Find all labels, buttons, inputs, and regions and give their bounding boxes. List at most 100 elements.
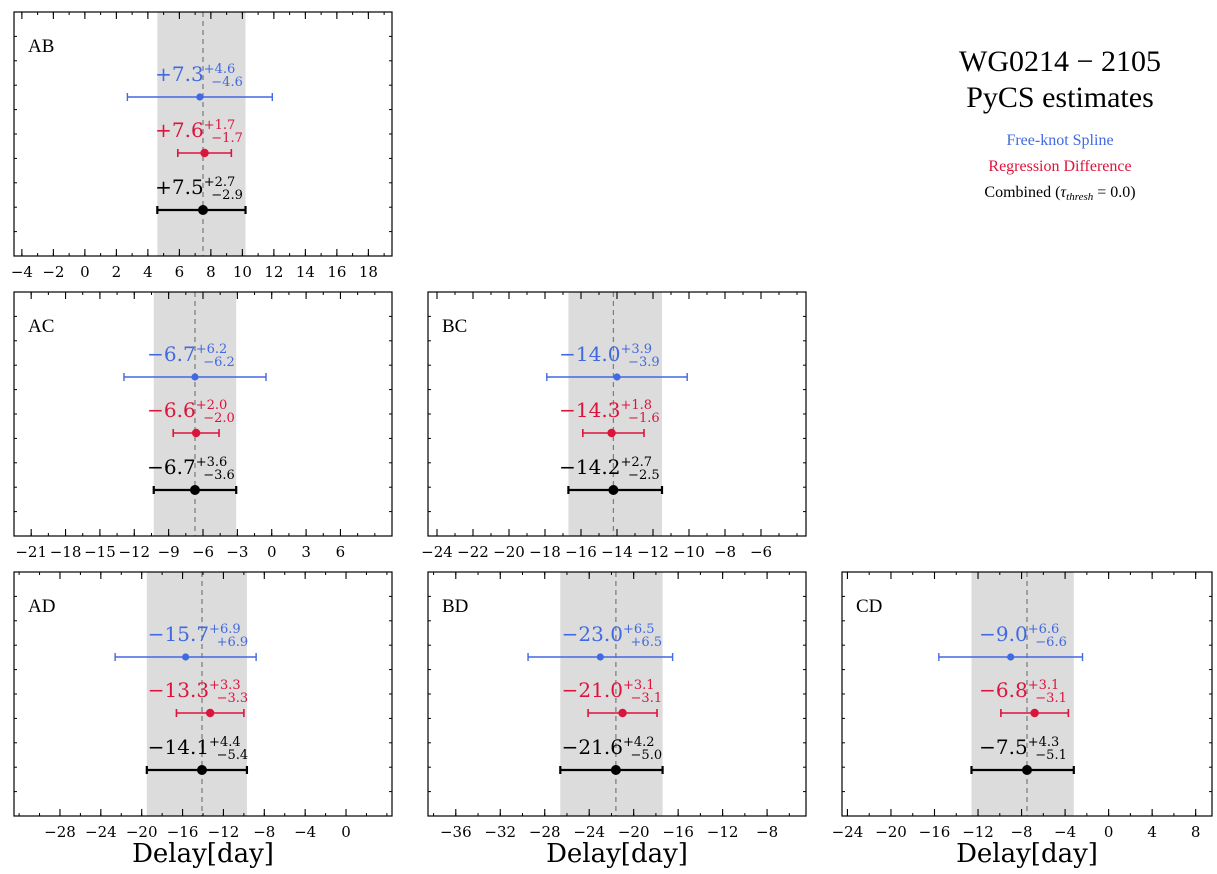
x-tick-label: −6 bbox=[750, 543, 772, 561]
x-tick-label: −28 bbox=[44, 823, 76, 841]
x-tick-label: −10 bbox=[673, 543, 705, 561]
estimate-label: −6.8+3.1 −3.1 bbox=[979, 678, 1067, 706]
panel-label: AB bbox=[28, 36, 54, 57]
estimate-point bbox=[607, 428, 616, 438]
estimate-point bbox=[1030, 708, 1039, 718]
combined-uncertainty-band bbox=[560, 572, 663, 816]
panel-label: BD bbox=[442, 596, 468, 617]
x-tick-label: −9 bbox=[158, 543, 180, 561]
estimate-point bbox=[608, 485, 619, 495]
x-tick-label: 0 bbox=[267, 543, 277, 561]
estimate-label: −21.0+3.1 −3.1 bbox=[562, 678, 662, 706]
panel-label: AC bbox=[28, 316, 54, 337]
estimate-label: −6.6+2.0 −2.0 bbox=[147, 398, 235, 426]
x-tick-label: −8 bbox=[756, 823, 778, 841]
panel-label: CD bbox=[856, 596, 882, 617]
x-tick-label: −20 bbox=[493, 543, 525, 561]
estimate-point bbox=[610, 765, 621, 775]
x-tick-label: 8 bbox=[206, 263, 216, 281]
x-tick-label: 14 bbox=[296, 263, 315, 281]
x-tick-label: −28 bbox=[529, 823, 561, 841]
x-tick-label: −20 bbox=[875, 823, 907, 841]
x-tick-label: −14 bbox=[601, 543, 633, 561]
x-tick-label: 12 bbox=[264, 263, 283, 281]
panel-bc: −24 −22 −20 −18 −16 −14 −12 −10 −8 −6 BC −14.0+3.9−… bbox=[421, 291, 807, 561]
estimate-label: −23.0+6.5 +6.5 bbox=[562, 622, 662, 650]
estimate-label: −14.3+1.8 −1.6 bbox=[559, 398, 659, 426]
x-tick-label: −24 bbox=[832, 823, 864, 841]
x-tick-label: −4 bbox=[294, 823, 316, 841]
panel-label: AD bbox=[28, 596, 55, 617]
estimate-point bbox=[205, 708, 215, 718]
x-tick-label: −15 bbox=[84, 543, 116, 561]
x-tick-label: 0 bbox=[341, 823, 351, 841]
x-tick-label: −24 bbox=[573, 823, 605, 841]
estimate-label: −21.6+4.2 −5.0 bbox=[562, 735, 662, 763]
x-tick-label: 18 bbox=[359, 263, 378, 281]
x-tick-label: −20 bbox=[126, 823, 158, 841]
panel-cd: −24 −20 −16 −12 −8 −4 0 4 8 CD −9.0+6.6 −6.6 −6.8+3.… bbox=[832, 571, 1213, 869]
x-tick-label: 4 bbox=[1147, 823, 1157, 841]
figure-title-line1: WG0214 − 2105 bbox=[959, 45, 1161, 78]
combined-uncertainty-band bbox=[971, 572, 1074, 816]
x-tick-label: −12 bbox=[707, 823, 739, 841]
x-tick-label: 2 bbox=[112, 263, 122, 281]
estimate-point bbox=[596, 653, 604, 661]
estimate-label: −14.0+3.9 −3.9 bbox=[559, 342, 659, 370]
estimate-label: −6.7+6.2 −6.2 bbox=[147, 342, 235, 370]
estimate-point bbox=[191, 373, 199, 381]
x-tick-label: −18 bbox=[50, 543, 82, 561]
legend-entry-combined: Combined (τthresh = 0.0) bbox=[984, 184, 1136, 203]
estimate-point bbox=[191, 428, 201, 438]
x-tick-label: −24 bbox=[421, 543, 453, 561]
x-tick-label: −16 bbox=[167, 823, 199, 841]
estimate-point bbox=[1022, 765, 1032, 775]
legend-entry-regression-difference: Regression Difference bbox=[988, 158, 1132, 175]
x-tick-label: −4 bbox=[11, 263, 33, 281]
estimate-point bbox=[1007, 653, 1015, 661]
x-axis-label: Delay[day] bbox=[132, 839, 274, 869]
x-tick-label: 16 bbox=[327, 263, 346, 281]
estimate-label: −15.7+6.9 +6.9 bbox=[148, 622, 248, 650]
estimate-point bbox=[182, 653, 190, 661]
x-tick-label: −16 bbox=[919, 823, 951, 841]
x-tick-label: −6 bbox=[192, 543, 214, 561]
x-tick-label: −8 bbox=[714, 543, 736, 561]
x-tick-label: −12 bbox=[208, 823, 240, 841]
estimate-point bbox=[613, 373, 621, 381]
estimate-label: −6.7+3.6 −3.6 bbox=[147, 455, 235, 483]
x-tick-label: 6 bbox=[175, 263, 185, 281]
x-axis-label: Delay[day] bbox=[546, 839, 688, 869]
estimate-point bbox=[618, 708, 627, 718]
figure-title-line2: PyCS estimates bbox=[966, 81, 1154, 114]
panel-label: BC bbox=[442, 316, 467, 337]
combined-uncertainty-band bbox=[568, 292, 662, 536]
estimate-label: −13.3+3.3 −3.3 bbox=[148, 678, 248, 706]
x-tick-label: −4 bbox=[1054, 823, 1076, 841]
estimate-label: −9.0+6.6 −6.6 bbox=[979, 622, 1067, 650]
x-tick-label: −8 bbox=[253, 823, 275, 841]
x-tick-label: −20 bbox=[618, 823, 650, 841]
x-tick-label: −12 bbox=[962, 823, 994, 841]
x-tick-label: 3 bbox=[301, 543, 311, 561]
combined-uncertainty-band bbox=[157, 12, 246, 256]
x-tick-label: −36 bbox=[440, 823, 472, 841]
figure-legend: WG0214 − 2105 PyCS estimates Free-knot S… bbox=[930, 44, 1190, 210]
x-tick-label: −8 bbox=[1010, 823, 1032, 841]
x-tick-label: −16 bbox=[662, 823, 694, 841]
panel-ad: −28 −24 −20 −16 −12 −8 −4 0 AD −15.7+6.9 +6.9 −13.3… bbox=[13, 571, 393, 869]
x-tick-label: −22 bbox=[457, 543, 489, 561]
x-tick-label: −2 bbox=[42, 263, 64, 281]
x-tick-label: 4 bbox=[143, 263, 153, 281]
x-tick-label: −32 bbox=[484, 823, 516, 841]
estimate-point bbox=[189, 485, 200, 495]
estimate-point bbox=[198, 205, 208, 215]
panel-ac: −21 −18 −15 −12 −9 −6 −3 0 3 6 AC −6.7+6.2 −6.2 −6.6+… bbox=[13, 291, 393, 561]
x-tick-label: −12 bbox=[118, 543, 150, 561]
x-tick-label: −3 bbox=[226, 543, 248, 561]
x-tick-label: 10 bbox=[233, 263, 252, 281]
estimate-label: −7.5+4.3 −5.1 bbox=[979, 735, 1067, 763]
x-axis-label: Delay[day] bbox=[956, 839, 1098, 869]
estimate-point bbox=[196, 93, 204, 101]
